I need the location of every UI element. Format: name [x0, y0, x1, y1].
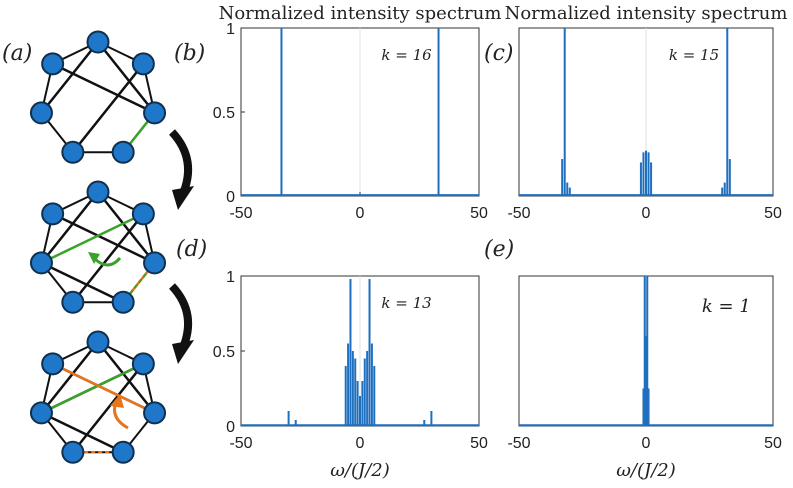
chart-annotation: k = 15 [669, 46, 719, 64]
chart-e: k = 1 -50 0 50 ω/(J/2) [507, 275, 782, 481]
flow-arrow-1 [168, 129, 192, 198]
y-tick-label: 0.5 [213, 105, 235, 122]
chord-edge [52, 212, 156, 265]
panel-label-a: (a) [2, 41, 32, 66]
y-tick-label: 0 [226, 419, 235, 436]
chord-edge [40, 191, 99, 264]
green-edge [40, 362, 144, 415]
graph-node [29, 401, 53, 425]
x-tick-label: -50 [229, 435, 252, 452]
panel-label-d: (d) [176, 237, 207, 262]
graph-node [61, 290, 85, 314]
graph-node [111, 290, 135, 314]
chart-annotation: k = 1 [702, 296, 751, 317]
ring-graph-1 [29, 30, 167, 164]
x-tick-label: 0 [642, 205, 651, 222]
x-tick-label: -50 [507, 205, 530, 222]
graph-node [41, 352, 65, 376]
graph-node [61, 140, 85, 164]
y-tick-label: 0.5 [213, 344, 235, 361]
flow-arrow-head-1 [172, 186, 194, 210]
graph-node [131, 352, 155, 376]
ring-graphs [29, 30, 167, 464]
x-tick-label: 50 [470, 435, 488, 452]
graph-node [131, 52, 155, 76]
x-tick-label: 0 [356, 205, 365, 222]
flow-arrow-head-2 [172, 340, 194, 364]
ring-graph-2 [29, 180, 167, 314]
graph-node [143, 251, 167, 275]
ring-graph-3 [29, 330, 167, 464]
chord-edge [40, 411, 124, 454]
x-axis-label: ω/(J/2) [616, 460, 676, 481]
orange-edge [52, 362, 156, 415]
green-arrow-head [88, 252, 100, 264]
chart-annotation: k = 16 [381, 46, 432, 64]
graph-node [61, 440, 85, 464]
graph-node [86, 30, 110, 54]
chart-annotation: k = 13 [381, 294, 431, 312]
x-tick-label: 0 [642, 435, 651, 452]
chart-c: Normalized intensity spectrum k = 15 -50 0 5… [505, 3, 788, 222]
flow-arrow-2 [168, 283, 192, 352]
chord-edge [97, 341, 156, 414]
x-axis-label: ω/(J/2) [330, 460, 390, 481]
graph-node [86, 180, 110, 204]
chord-edge [40, 41, 99, 114]
x-tick-label: 50 [470, 205, 488, 222]
chord-edge [40, 341, 99, 414]
graph-node [29, 251, 53, 275]
chart-title: Normalized intensity spectrum [219, 3, 502, 24]
chord-edge [97, 191, 156, 264]
chart-title: Normalized intensity spectrum [505, 3, 788, 24]
panel-label-b: (b) [174, 41, 205, 66]
y-tick-label: 0 [226, 189, 235, 206]
graph-node [111, 440, 135, 464]
graph-node [41, 202, 65, 226]
y-tick-label: 1 [226, 269, 235, 286]
graph-node [29, 101, 53, 125]
graph-node [86, 330, 110, 354]
graph-node [41, 52, 65, 76]
panel-label-c: (c) [484, 41, 514, 66]
graph-node [143, 401, 167, 425]
panel-label-e: (e) [484, 237, 514, 262]
chord-edge [71, 213, 145, 304]
chord-edge [97, 41, 156, 114]
orange-arrow-head [110, 394, 124, 408]
green-edge [40, 212, 144, 265]
chord-edge [71, 363, 145, 454]
x-tick-label: -50 [229, 205, 252, 222]
chord-edge [40, 261, 124, 304]
graph-node [111, 140, 135, 164]
x-tick-label: 50 [764, 205, 782, 222]
graph-node [143, 101, 167, 125]
graph-node [131, 202, 155, 226]
x-tick-label: 50 [764, 435, 782, 452]
x-tick-label: 0 [356, 435, 365, 452]
chord-edge [52, 62, 156, 115]
x-tick-label: -50 [507, 435, 530, 452]
y-tick-label: 1 [226, 21, 235, 38]
chord-edge [71, 63, 145, 154]
